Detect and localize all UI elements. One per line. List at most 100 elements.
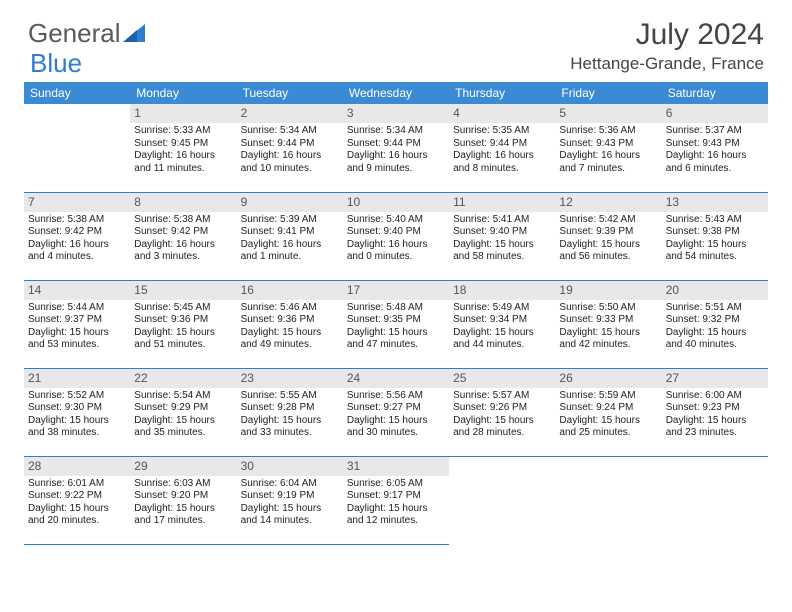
calendar-cell: 16Sunrise: 5:46 AMSunset: 9:36 PMDayligh…: [237, 280, 343, 368]
day-line-dl2: and 44 minutes.: [453, 339, 551, 352]
day-line-sr: Sunrise: 6:00 AM: [666, 390, 764, 403]
day-line-dl1: Daylight: 16 hours: [241, 150, 339, 163]
day-line-dl1: Daylight: 15 hours: [666, 239, 764, 252]
day-details: Sunrise: 5:44 AMSunset: 9:37 PMDaylight:…: [28, 302, 126, 352]
day-details: Sunrise: 5:35 AMSunset: 9:44 PMDaylight:…: [453, 125, 551, 175]
day-line-dl2: and 56 minutes.: [559, 251, 657, 264]
day-details: Sunrise: 5:49 AMSunset: 9:34 PMDaylight:…: [453, 302, 551, 352]
calendar-cell: [662, 456, 768, 544]
day-number: 31: [343, 457, 449, 476]
day-number: 11: [449, 193, 555, 212]
day-number: 28: [24, 457, 130, 476]
day-details: Sunrise: 6:03 AMSunset: 9:20 PMDaylight:…: [134, 478, 232, 528]
weekday-header: Thursday: [449, 82, 555, 104]
day-line-sr: Sunrise: 5:42 AM: [559, 214, 657, 227]
day-line-dl1: Daylight: 16 hours: [241, 239, 339, 252]
calendar-cell: 3Sunrise: 5:34 AMSunset: 9:44 PMDaylight…: [343, 104, 449, 192]
day-line-dl2: and 38 minutes.: [28, 427, 126, 440]
day-line-sr: Sunrise: 6:01 AM: [28, 478, 126, 491]
title-block: July 2024 Hettange-Grande, France: [570, 18, 764, 74]
calendar-cell: 29 Sunrise: 6:03 AMSunset: 9:20 PMDayligh…: [130, 456, 236, 544]
day-details: Sunrise: 6:01 AMSunset: 9:22 PMDaylight:…: [28, 478, 126, 528]
day-line-dl2: and 7 minutes.: [559, 163, 657, 176]
day-details: Sunrise: 6:05 AMSunset: 9:17 PMDaylight:…: [347, 478, 445, 528]
day-line-sr: Sunrise: 6:05 AM: [347, 478, 445, 491]
calendar-cell: 20Sunrise: 5:51 AMSunset: 9:32 PMDayligh…: [662, 280, 768, 368]
day-line-sr: Sunrise: 5:45 AM: [134, 302, 232, 315]
day-number: 15: [130, 281, 236, 300]
day-line-dl2: and 0 minutes.: [347, 251, 445, 264]
day-line-dl2: and 11 minutes.: [134, 163, 232, 176]
day-line-dl2: and 54 minutes.: [666, 251, 764, 264]
day-line-dl1: Daylight: 16 hours: [134, 239, 232, 252]
day-line-dl2: and 33 minutes.: [241, 427, 339, 440]
calendar-cell: 8Sunrise: 5:38 AMSunset: 9:42 PMDaylight…: [130, 192, 236, 280]
day-line-ss: Sunset: 9:37 PM: [28, 314, 126, 327]
day-line-dl1: Daylight: 15 hours: [28, 327, 126, 340]
day-line-dl2: and 42 minutes.: [559, 339, 657, 352]
day-line-sr: Sunrise: 5:37 AM: [666, 125, 764, 138]
day-line-ss: Sunset: 9:33 PM: [559, 314, 657, 327]
day-number: 5: [555, 104, 661, 123]
day-line-sr: Sunrise: 5:49 AM: [453, 302, 551, 315]
calendar-cell: 9 Sunrise: 5:39 AMSunset: 9:41 PMDaylight…: [237, 192, 343, 280]
day-line-dl2: and 8 minutes.: [453, 163, 551, 176]
header: General July 2024 Hettange-Grande, Franc…: [0, 0, 792, 78]
logo-text-general: General: [28, 18, 121, 49]
weekday-header: Wednesday: [343, 82, 449, 104]
day-line-ss: Sunset: 9:19 PM: [241, 490, 339, 503]
calendar-cell: 18Sunrise: 5:49 AMSunset: 9:34 PMDayligh…: [449, 280, 555, 368]
day-line-sr: Sunrise: 5:56 AM: [347, 390, 445, 403]
calendar-cell: [24, 104, 130, 192]
day-line-ss: Sunset: 9:44 PM: [347, 138, 445, 151]
day-line-dl1: Daylight: 15 hours: [453, 239, 551, 252]
day-line-ss: Sunset: 9:24 PM: [559, 402, 657, 415]
day-line-ss: Sunset: 9:40 PM: [347, 226, 445, 239]
day-number: 21: [24, 369, 130, 388]
calendar-cell: 23Sunrise: 5:55 AMSunset: 9:28 PMDayligh…: [237, 368, 343, 456]
day-number: 7: [24, 193, 130, 212]
calendar-table: SundayMondayTuesdayWednesdayThursdayFrid…: [24, 82, 768, 545]
calendar-cell: 24Sunrise: 5:56 AMSunset: 9:27 PMDayligh…: [343, 368, 449, 456]
day-line-dl2: and 9 minutes.: [347, 163, 445, 176]
calendar-cell: 31 Sunrise: 6:05 AMSunset: 9:17 PMDayligh…: [343, 456, 449, 544]
day-line-sr: Sunrise: 5:38 AM: [134, 214, 232, 227]
day-details: Sunrise: 5:54 AMSunset: 9:29 PMDaylight:…: [134, 390, 232, 440]
day-line-dl1: Daylight: 16 hours: [559, 150, 657, 163]
logo: General: [28, 18, 145, 49]
day-number: 3: [343, 104, 449, 123]
day-line-dl1: Daylight: 15 hours: [134, 503, 232, 516]
day-line-ss: Sunset: 9:43 PM: [666, 138, 764, 151]
day-number: 1: [130, 104, 236, 123]
calendar-cell: 5Sunrise: 5:36 AMSunset: 9:43 PMDaylight…: [555, 104, 661, 192]
day-line-sr: Sunrise: 6:04 AM: [241, 478, 339, 491]
day-details: Sunrise: 5:43 AMSunset: 9:38 PMDaylight:…: [666, 214, 764, 264]
day-line-ss: Sunset: 9:36 PM: [134, 314, 232, 327]
day-details: Sunrise: 5:39 AMSunset: 9:41 PMDaylight:…: [241, 214, 339, 264]
day-number: 9: [237, 193, 343, 212]
day-line-dl2: and 25 minutes.: [559, 427, 657, 440]
calendar-cell: 14Sunrise: 5:44 AMSunset: 9:37 PMDayligh…: [24, 280, 130, 368]
day-line-sr: Sunrise: 5:36 AM: [559, 125, 657, 138]
day-line-dl2: and 4 minutes.: [28, 251, 126, 264]
calendar-cell: 27Sunrise: 6:00 AMSunset: 9:23 PMDayligh…: [662, 368, 768, 456]
day-number: 13: [662, 193, 768, 212]
day-number: 29: [130, 457, 236, 476]
day-number: 8: [130, 193, 236, 212]
day-number: 6: [662, 104, 768, 123]
day-line-dl2: and 35 minutes.: [134, 427, 232, 440]
month-title: July 2024: [570, 18, 764, 52]
day-line-sr: Sunrise: 5:41 AM: [453, 214, 551, 227]
calendar-cell: 6Sunrise: 5:37 AMSunset: 9:43 PMDaylight…: [662, 104, 768, 192]
day-line-sr: Sunrise: 5:39 AM: [241, 214, 339, 227]
day-line-sr: Sunrise: 5:51 AM: [666, 302, 764, 315]
weekday-header: Sunday: [24, 82, 130, 104]
day-line-dl2: and 47 minutes.: [347, 339, 445, 352]
day-line-dl1: Daylight: 15 hours: [347, 503, 445, 516]
day-details: Sunrise: 6:04 AMSunset: 9:19 PMDaylight:…: [241, 478, 339, 528]
day-line-dl2: and 6 minutes.: [666, 163, 764, 176]
day-line-dl1: Daylight: 15 hours: [559, 239, 657, 252]
day-details: Sunrise: 5:48 AMSunset: 9:35 PMDaylight:…: [347, 302, 445, 352]
day-line-sr: Sunrise: 5:54 AM: [134, 390, 232, 403]
day-details: Sunrise: 5:55 AMSunset: 9:28 PMDaylight:…: [241, 390, 339, 440]
